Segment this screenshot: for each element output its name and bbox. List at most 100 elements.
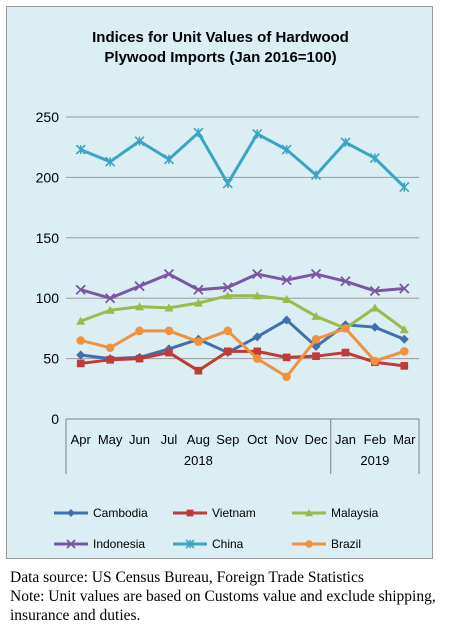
data-point-brazil-oct: [252, 354, 262, 363]
year-label-2018: 2018: [184, 453, 213, 468]
y-tick-label-250: 250: [36, 109, 60, 125]
data-point-china-may: [105, 156, 116, 167]
chart-frame: Indices for Unit Values of Hardwood Plyw…: [6, 6, 433, 559]
data-point-vietnam-nov: [282, 353, 291, 362]
data-point-indonesia-dec: [310, 268, 322, 280]
chart-title-line-1: Indices for Unit Values of Hardwood: [92, 29, 349, 46]
data-point-brazil-jul: [164, 326, 174, 336]
x-tick-label-dec: Dec: [304, 432, 328, 447]
data-point-indonesia-feb: [369, 285, 381, 297]
legend-swatch-marker-indonesia: [66, 539, 76, 549]
legend-label-cambodia: Cambodia: [93, 506, 148, 520]
data-point-cambodia-oct: [252, 332, 262, 342]
legend-swatch-marker-brazil: [305, 540, 313, 548]
year-label-2019: 2019: [360, 453, 389, 468]
legend-label-china: China: [212, 537, 244, 551]
data-point-china-sep: [222, 178, 233, 189]
x-tick-label-jan: Jan: [335, 432, 356, 447]
data-point-china-mar: [399, 181, 410, 193]
series-line-malaysia: [80, 294, 406, 331]
x-tick-label-mar: Mar: [393, 432, 416, 447]
data-point-brazil-feb: [370, 356, 380, 366]
data-point-indonesia-may: [104, 293, 116, 304]
series-line-china: [80, 131, 406, 189]
data-point-vietnam-mar: [400, 362, 409, 370]
legend-swatch-marker-vietnam: [186, 509, 194, 517]
x-tick-label-oct: Oct: [247, 432, 268, 447]
data-point-china-apr: [75, 144, 86, 155]
data-point-vietnam-jun: [135, 354, 144, 363]
y-tick-label-200: 200: [36, 169, 60, 185]
data-point-vietnam-sep: [223, 347, 232, 356]
data-point-brazil-jun: [135, 326, 144, 336]
data-point-vietnam-jan: [341, 348, 350, 357]
data-point-brazil-dec: [311, 334, 321, 344]
y-tick-label-0: 0: [51, 411, 59, 427]
data-point-malaysia-oct: [252, 291, 262, 300]
data-point-malaysia-nov: [282, 294, 292, 304]
x-tick-label-sep: Sep: [216, 432, 239, 447]
data-point-cambodia-feb: [370, 322, 380, 332]
line-chart: 0 50 100 150 200 250 2018 2019 Apr May Jun Jul Aug Se…: [36, 109, 420, 551]
data-point-malaysia-may: [105, 305, 115, 314]
y-tick-label-150: 150: [36, 230, 60, 246]
series-line-vietnam: [80, 349, 405, 373]
x-tick-label-aug: Aug: [187, 432, 210, 447]
data-point-vietnam-jul: [165, 348, 173, 357]
data-point-malaysia-jul: [164, 303, 174, 312]
data-point-brazil-jan: [341, 324, 350, 333]
data-point-malaysia-aug: [193, 298, 203, 307]
x-tick-label-nov: Nov: [275, 432, 299, 447]
data-point-china-jun: [134, 136, 145, 147]
data-point-indonesia-apr: [75, 284, 86, 295]
data-point-malaysia-dec: [311, 311, 321, 320]
data-point-cambodia-apr: [76, 350, 86, 360]
data-point-indonesia-sep: [222, 282, 233, 293]
chart-title-line-2: Plywood Imports (Jan 2016=100): [104, 49, 337, 66]
data-point-indonesia-oct: [252, 268, 263, 280]
legend-label-brazil: Brazil: [331, 537, 361, 551]
x-tick-label-feb: Feb: [364, 432, 386, 447]
y-tick-label-100: 100: [36, 290, 60, 306]
legend-label-malaysia: Malaysia: [331, 506, 379, 520]
data-point-china-oct: [252, 128, 263, 139]
data-point-brazil-may: [105, 343, 115, 353]
methodology-note: Note: Unit values are based on Customs v…: [10, 588, 436, 624]
data-point-malaysia-mar: [399, 325, 409, 334]
x-tick-label-apr: Apr: [71, 432, 92, 447]
data-point-brazil-sep: [223, 326, 233, 336]
x-tick-label-jul: Jul: [161, 432, 178, 447]
legend-label-indonesia: Indonesia: [93, 537, 145, 551]
data-point-malaysia-feb: [370, 303, 380, 312]
data-point-indonesia-jan: [340, 276, 351, 287]
data-point-china-feb: [369, 153, 380, 164]
data-point-indonesia-mar: [399, 283, 410, 294]
data-point-brazil-nov: [282, 372, 291, 381]
legend-label-vietnam: Vietnam: [212, 506, 256, 520]
legend-swatch-marker-china: [185, 539, 195, 549]
data-point-malaysia-jun: [135, 302, 145, 311]
data-point-cambodia-nov: [282, 315, 292, 325]
y-tick-label-50: 50: [43, 351, 59, 367]
data-point-indonesia-jun: [134, 280, 145, 292]
data-point-malaysia-sep: [223, 291, 233, 300]
data-point-vietnam-apr: [76, 359, 85, 368]
data-point-indonesia-aug: [193, 284, 204, 295]
data-point-vietnam-may: [106, 355, 114, 364]
data-point-china-jan: [340, 137, 351, 148]
data-point-china-aug: [193, 127, 204, 138]
data-point-china-jul: [163, 154, 175, 165]
data-point-malaysia-apr: [76, 316, 86, 325]
x-tick-label-jun: Jun: [129, 432, 150, 447]
data-point-brazil-aug: [194, 337, 203, 346]
data-point-vietnam-aug: [194, 366, 203, 375]
data-point-indonesia-nov: [281, 274, 292, 286]
data-point-china-nov: [281, 144, 292, 155]
data-point-indonesia-jul: [163, 268, 175, 280]
data-point-brazil-apr: [76, 336, 85, 345]
series-line-indonesia: [80, 272, 405, 300]
data-point-cambodia-mar: [399, 334, 409, 344]
x-tick-label-may: May: [98, 432, 123, 447]
legend-swatch-marker-cambodia: [67, 509, 75, 517]
data-point-china-dec: [310, 169, 322, 181]
